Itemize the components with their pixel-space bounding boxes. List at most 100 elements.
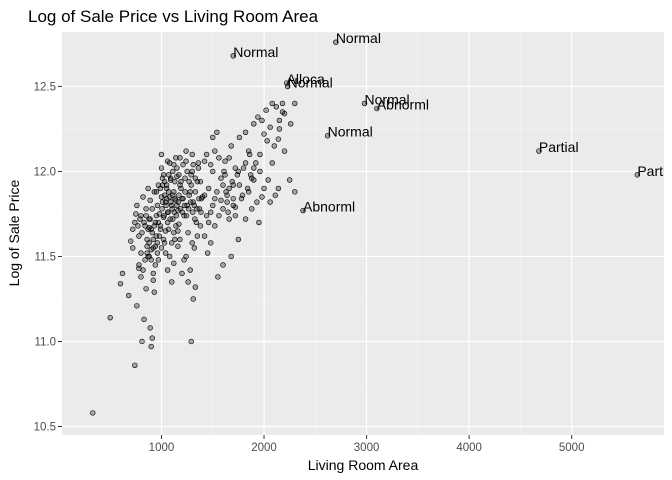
data-point — [155, 219, 162, 226]
data-point — [168, 199, 174, 205]
data-point — [166, 194, 173, 200]
data-point — [218, 197, 224, 204]
data-point — [166, 253, 173, 260]
data-point — [222, 158, 228, 164]
data-point — [152, 262, 159, 268]
x-tick-label: 4000 — [456, 442, 482, 454]
data-point — [149, 206, 155, 212]
data-point — [143, 206, 149, 212]
data-point — [191, 245, 197, 251]
data-point — [188, 172, 194, 178]
data-point — [236, 182, 243, 188]
x-axis: 1000 2000 3000 4000 5000 — [149, 435, 584, 454]
data-point — [232, 165, 239, 171]
data-point — [197, 223, 204, 229]
data-point — [248, 172, 254, 178]
data-point — [281, 110, 288, 117]
data-point — [195, 160, 202, 166]
data-point — [264, 138, 270, 144]
data-point — [216, 212, 222, 219]
data-point — [174, 165, 180, 171]
data-point — [153, 212, 160, 219]
point-annotation: Partial — [539, 139, 579, 155]
data-point — [154, 240, 161, 246]
data-point — [150, 270, 156, 277]
data-point — [242, 216, 249, 222]
point-annotation: Alloca — [287, 71, 325, 87]
data-point — [253, 160, 259, 166]
data-point — [184, 168, 190, 175]
data-point — [180, 161, 186, 168]
data-point — [186, 178, 192, 185]
data-point — [361, 100, 368, 107]
data-point — [137, 216, 143, 222]
data-point — [178, 185, 184, 192]
data-point — [261, 131, 267, 137]
data-point — [141, 316, 147, 323]
data-point — [204, 250, 211, 256]
data-point — [155, 257, 162, 263]
data-point — [212, 223, 218, 229]
data-point — [272, 192, 279, 198]
data-point — [279, 100, 286, 107]
data-point — [257, 151, 263, 158]
data-point — [214, 189, 220, 195]
data-point — [192, 284, 199, 290]
data-point — [232, 212, 239, 219]
data-point — [178, 178, 184, 185]
data-point — [107, 314, 113, 321]
data-point — [269, 160, 275, 166]
data-points — [90, 39, 641, 416]
data-point — [185, 229, 191, 236]
data-point — [139, 229, 145, 236]
data-point — [140, 194, 146, 200]
data-point — [190, 209, 196, 215]
data-point — [140, 267, 146, 273]
data-point — [230, 195, 236, 202]
data-point — [203, 212, 210, 219]
data-point — [208, 209, 214, 215]
data-point — [154, 250, 161, 256]
data-point — [192, 175, 199, 181]
data-point — [90, 410, 96, 416]
data-point — [230, 202, 236, 209]
data-point — [179, 209, 186, 215]
data-point — [210, 202, 216, 209]
data-point — [235, 168, 242, 175]
data-point — [185, 279, 191, 285]
data-point — [187, 267, 193, 273]
data-point — [171, 229, 177, 236]
data-point — [212, 195, 218, 202]
data-point — [374, 105, 380, 112]
data-point — [259, 117, 265, 124]
data-point — [119, 270, 126, 277]
data-point — [154, 202, 161, 209]
data-point — [286, 177, 293, 183]
data-point — [203, 151, 210, 158]
data-point — [151, 289, 157, 295]
data-point — [226, 185, 232, 192]
data-point — [275, 185, 282, 192]
data-point — [130, 245, 136, 251]
data-point — [324, 133, 331, 139]
data-point — [228, 253, 234, 260]
data-point — [148, 343, 154, 350]
data-point — [143, 286, 149, 292]
data-point — [150, 236, 156, 243]
data-point — [163, 182, 170, 188]
data-point — [201, 158, 208, 164]
data-point — [229, 178, 235, 185]
data-point — [160, 236, 167, 243]
data-point — [210, 168, 216, 175]
data-point — [169, 240, 175, 246]
x-tick-label: 3000 — [354, 442, 380, 454]
data-point — [242, 129, 249, 136]
data-point — [300, 207, 306, 214]
data-point — [198, 209, 204, 215]
data-point — [148, 246, 154, 253]
data-point — [267, 124, 273, 130]
data-point — [173, 212, 180, 219]
data-point — [161, 212, 167, 219]
data-point — [130, 226, 136, 232]
data-point — [138, 250, 144, 256]
